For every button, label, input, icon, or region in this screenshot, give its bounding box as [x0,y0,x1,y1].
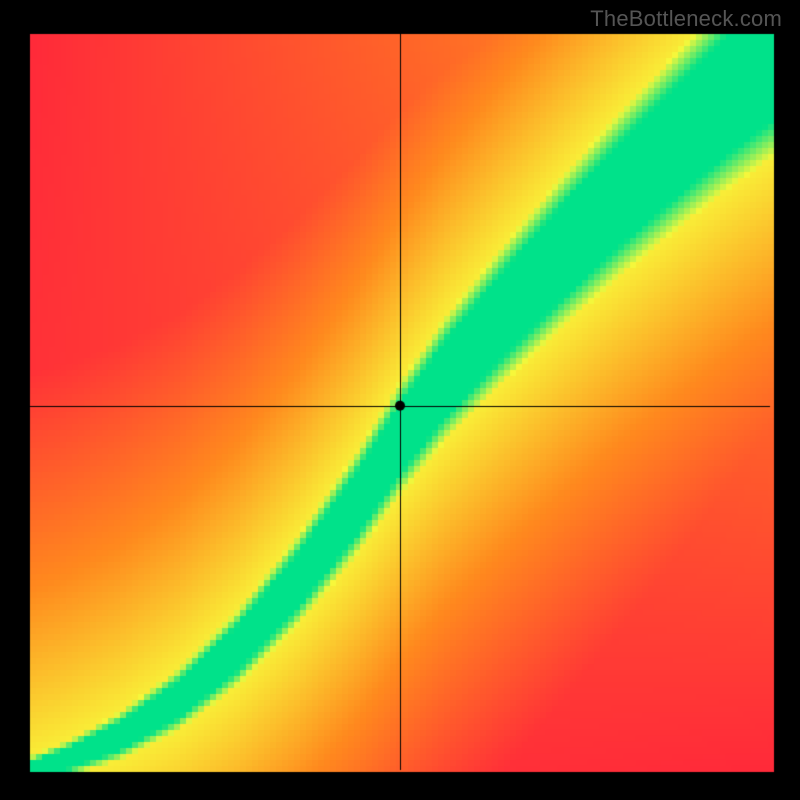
bottleneck-heatmap [0,0,800,800]
chart-container: TheBottleneck.com [0,0,800,800]
watermark-text: TheBottleneck.com [590,6,782,32]
